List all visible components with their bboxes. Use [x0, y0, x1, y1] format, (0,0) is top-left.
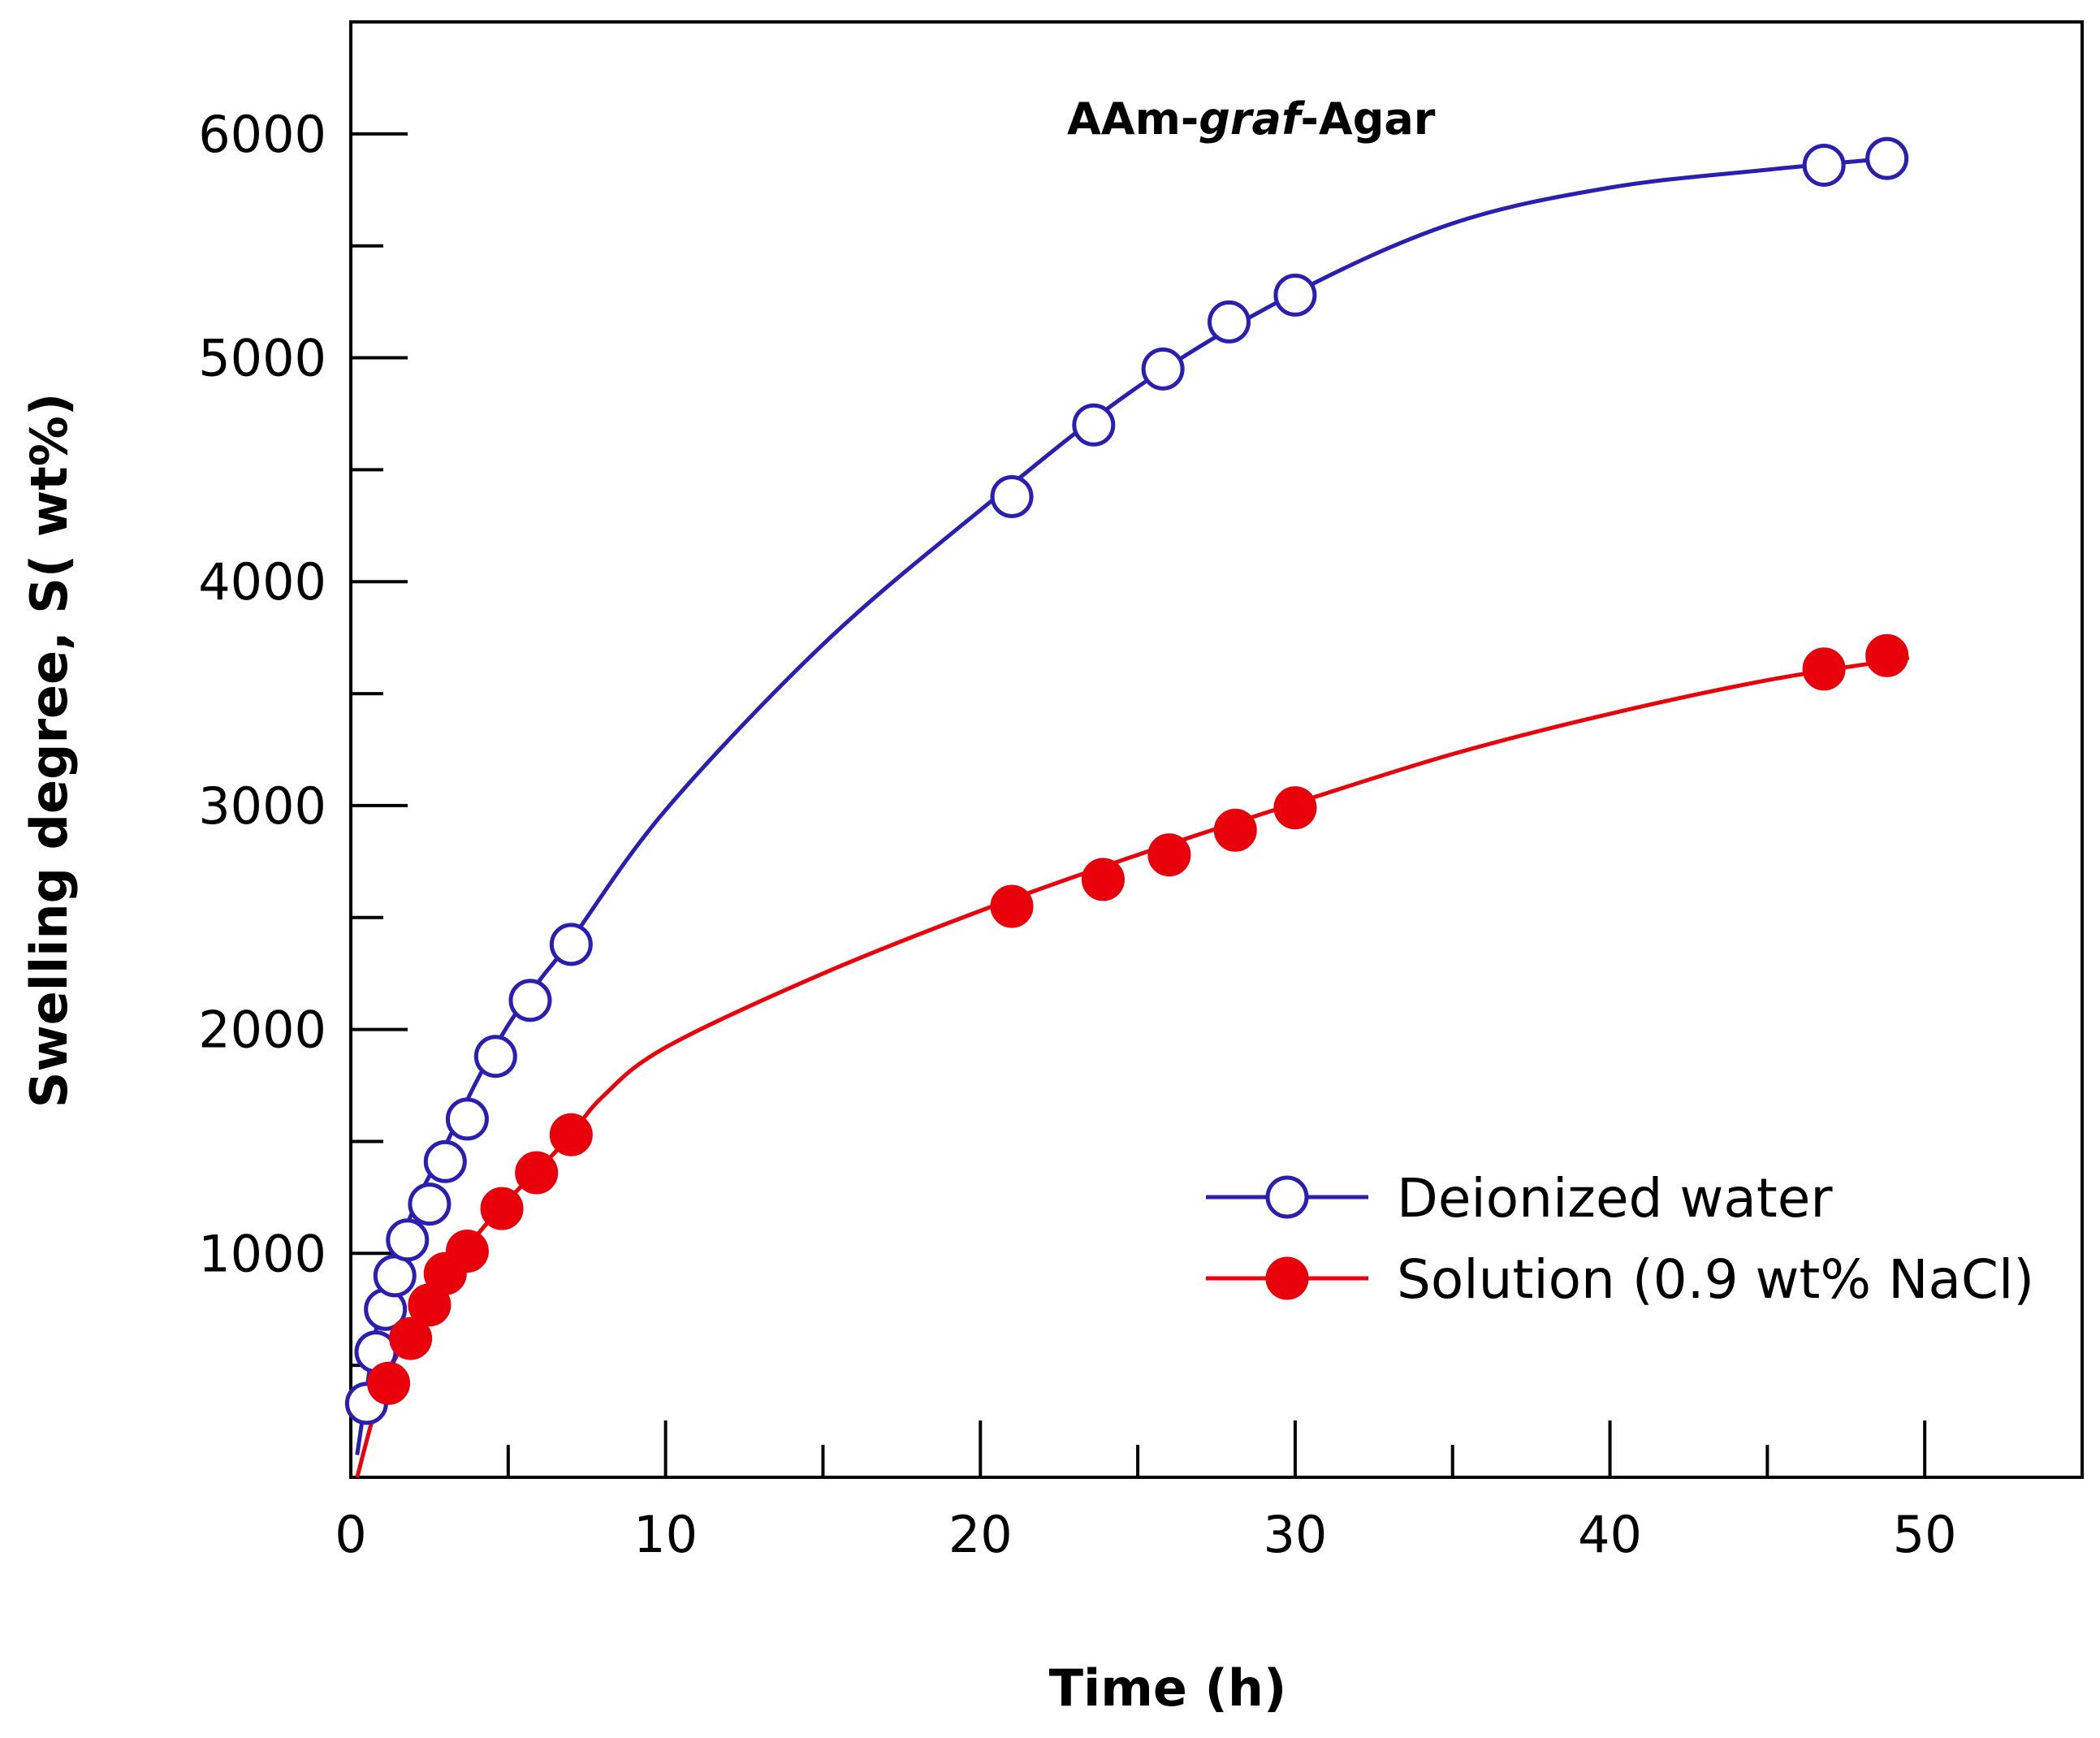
- x-ticks: 0 10 20 30 40 50: [335, 1420, 2084, 1564]
- data-point-deionized: [473, 1035, 517, 1079]
- data-point-nacl: [389, 1316, 433, 1360]
- y-tick-label: 6000: [198, 105, 326, 164]
- x-tick-label: 20: [948, 1505, 1013, 1564]
- data-point-deionized: [1072, 403, 1116, 447]
- x-tick-label: 30: [1263, 1505, 1327, 1564]
- data-point-deionized: [1802, 143, 1846, 187]
- x-tick-label: 50: [1893, 1505, 1957, 1564]
- data-point-deionized: [423, 1139, 467, 1183]
- x-tick-label: 10: [633, 1505, 698, 1564]
- data-point-deionized: [386, 1218, 430, 1262]
- data-point-nacl: [549, 1113, 593, 1157]
- y-axis-title: Swelling degree, S( wt%): [19, 393, 79, 1108]
- y-tick-label: 4000: [198, 552, 326, 612]
- data-point-nacl: [990, 884, 1034, 928]
- data-point-nacl: [1865, 633, 1909, 677]
- data-point-deionized: [1865, 136, 1909, 180]
- data-point-deionized: [990, 474, 1034, 518]
- legend: Deionized water Solution (0.9 wt% NaCl): [1206, 1167, 2034, 1311]
- data-point-nacl: [1081, 858, 1125, 901]
- x-tick-label: 0: [335, 1505, 366, 1564]
- data-point-nacl: [1273, 786, 1317, 830]
- data-point-nacl: [1802, 647, 1846, 691]
- data-point-deionized: [373, 1254, 417, 1298]
- data-point-deionized: [508, 979, 552, 1022]
- legend-label-nacl: Solution (0.9 wt% NaCl): [1397, 1248, 2034, 1311]
- legend-marker-deionized: [1265, 1175, 1309, 1219]
- y-tick-label: 2000: [198, 1001, 326, 1060]
- y-tick-label: 3000: [198, 776, 326, 836]
- legend-label-deionized: Deionized water: [1397, 1167, 1833, 1230]
- x-tick-label: 40: [1578, 1505, 1642, 1564]
- data-point-nacl: [480, 1187, 524, 1230]
- x-axis-title: Time (h): [1049, 1658, 1287, 1718]
- legend-marker-nacl: [1265, 1256, 1309, 1300]
- data-point-nacl: [445, 1230, 489, 1273]
- data-point-deionized: [1141, 347, 1185, 391]
- annotation-label: AAm-graf-Agar: [1067, 93, 1436, 145]
- annotation-prefix: AAm-: [1067, 93, 1199, 145]
- plot-frame: [349, 20, 2084, 1479]
- y-ticks: 1000 2000 3000 4000 5000 6000: [198, 20, 408, 1368]
- data-point-deionized: [445, 1097, 489, 1141]
- fit-curve-nacl: [355, 655, 1910, 1478]
- data-point-nacl: [367, 1361, 411, 1405]
- data-point-nacl: [1147, 833, 1191, 877]
- data-point-nacl: [1213, 808, 1257, 852]
- annotation-italic: graf: [1199, 93, 1306, 145]
- annotation-suffix: -Agar: [1300, 93, 1435, 145]
- y-tick-label: 5000: [198, 329, 326, 388]
- data-point-deionized: [1273, 273, 1317, 317]
- y-tick-label: 1000: [198, 1224, 326, 1283]
- data-point-deionized: [1208, 300, 1251, 344]
- data-points: [344, 136, 1909, 1425]
- data-point-nacl: [515, 1151, 559, 1195]
- data-point-deionized: [549, 923, 593, 966]
- data-point-deionized: [408, 1182, 452, 1226]
